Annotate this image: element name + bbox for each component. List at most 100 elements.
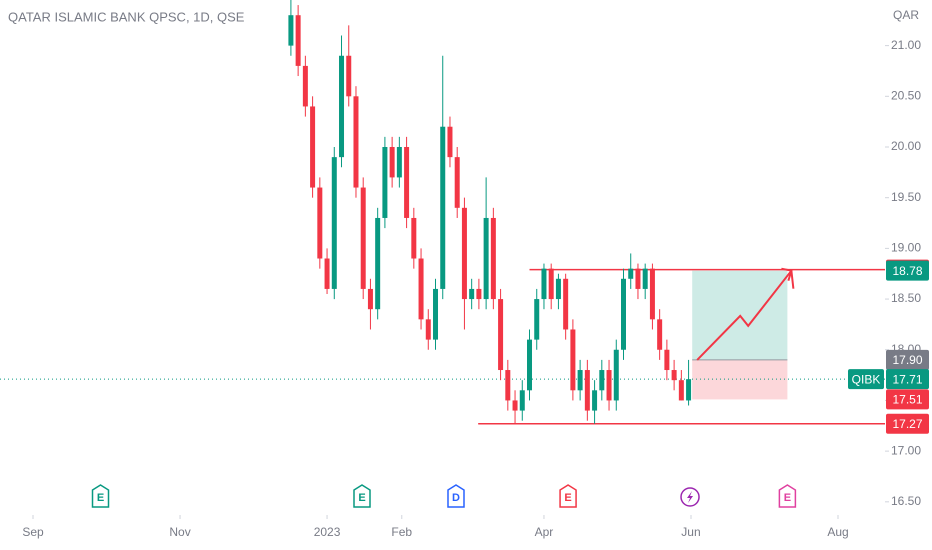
y-tick-label: 16.50 <box>891 494 921 508</box>
y-tick-label: 19.00 <box>891 241 921 255</box>
candle-body <box>592 390 598 411</box>
x-tick-label: Jun <box>681 525 700 539</box>
event-label: E <box>564 492 571 504</box>
candle-body <box>686 379 692 401</box>
candle-body <box>404 146 410 218</box>
candle-body <box>440 126 446 289</box>
candle-body <box>389 146 395 178</box>
candle-body <box>476 288 482 300</box>
event-label: D <box>452 492 460 504</box>
candle-body <box>548 268 554 300</box>
candle-body <box>563 278 569 330</box>
currency-label: QAR <box>893 8 919 22</box>
x-tick-label: Apr <box>535 525 554 539</box>
projection-arrow <box>696 270 793 361</box>
candle-body <box>490 217 496 300</box>
event-label: E <box>358 492 365 504</box>
price-label: 17.27 <box>892 417 922 431</box>
candle-body <box>425 319 431 340</box>
candle-body <box>570 329 576 391</box>
symbol-tag: QIBK <box>852 372 881 386</box>
candle-body <box>505 370 511 401</box>
price-label-box <box>886 389 929 410</box>
candle-body <box>678 380 684 401</box>
candle-body <box>621 278 627 350</box>
price-label-box <box>886 369 929 390</box>
x-tick-label: Sep <box>22 525 44 539</box>
x-tick-label: Nov <box>169 525 190 539</box>
candle-body <box>433 288 439 340</box>
candle-body <box>396 146 402 178</box>
event-label: E <box>784 492 791 504</box>
candle-body <box>628 268 634 279</box>
candle-body <box>295 15 301 66</box>
candle-body <box>310 106 316 188</box>
x-tick-label: Aug <box>827 525 848 539</box>
price-label: 17.90 <box>892 353 922 367</box>
event-badge <box>447 484 465 508</box>
price-label-box <box>886 349 929 370</box>
candle-body <box>346 55 352 97</box>
candle-body <box>454 157 460 208</box>
candle-body <box>367 288 373 310</box>
candle-body <box>527 339 533 391</box>
candle-body <box>671 370 677 381</box>
candle-body <box>483 217 489 300</box>
event-icon <box>687 491 694 503</box>
x-tick-label: 2023 <box>314 525 341 539</box>
candle-body <box>353 96 359 188</box>
y-tick-label: 20.00 <box>891 139 921 153</box>
event-badge <box>91 484 110 508</box>
stop-zone <box>692 359 788 400</box>
chart-title: QATAR ISLAMIC BANK QPSC, 1D, QSE <box>8 9 245 24</box>
event-badge <box>778 484 797 508</box>
candle-body <box>302 65 308 107</box>
candle-body <box>447 126 453 158</box>
y-tick-label: 19.50 <box>891 190 921 204</box>
candle-body <box>288 15 294 46</box>
event-badge <box>559 484 577 508</box>
candle-body <box>498 299 504 371</box>
y-tick-label: 21.00 <box>891 38 921 52</box>
event-label: E <box>97 492 104 504</box>
candle-body <box>584 370 590 411</box>
x-tick-label: Feb <box>391 525 412 539</box>
candle-body <box>339 55 345 158</box>
candle-body <box>635 268 641 289</box>
symbol-tag-box <box>848 369 884 390</box>
price-label-box <box>886 260 929 281</box>
candle-body <box>317 187 323 259</box>
candle-body <box>577 370 583 391</box>
candle-body <box>411 217 417 259</box>
candle-body <box>375 217 381 310</box>
price-label: 18.78 <box>892 264 922 278</box>
event-badge <box>353 484 371 508</box>
candle-body <box>418 258 424 320</box>
price-label: 17.71 <box>892 372 922 386</box>
y-tick-label: 17.00 <box>891 443 921 457</box>
price-label: 17.51 <box>892 393 922 407</box>
candle-body <box>469 288 475 300</box>
price-label-box <box>886 413 929 434</box>
candle-body <box>642 268 648 289</box>
candle-body <box>512 400 518 411</box>
y-tick-label: 18.50 <box>891 291 921 305</box>
candle-body <box>599 370 605 391</box>
candle-body <box>324 258 330 289</box>
candle-body <box>613 349 619 401</box>
arrow-tail <box>790 270 795 289</box>
candle-body <box>555 278 561 300</box>
candle-body <box>519 390 525 411</box>
candle-body <box>606 370 612 401</box>
y-tick-label: 20.50 <box>891 88 921 102</box>
candle-body <box>664 349 670 371</box>
candle-body <box>360 187 366 289</box>
candle-body <box>657 319 663 350</box>
candle-body <box>382 146 388 218</box>
candle-body <box>649 268 655 320</box>
candle-body <box>534 299 540 340</box>
candle-body <box>541 268 547 300</box>
candle-body <box>461 207 467 300</box>
candle-body <box>331 157 337 289</box>
